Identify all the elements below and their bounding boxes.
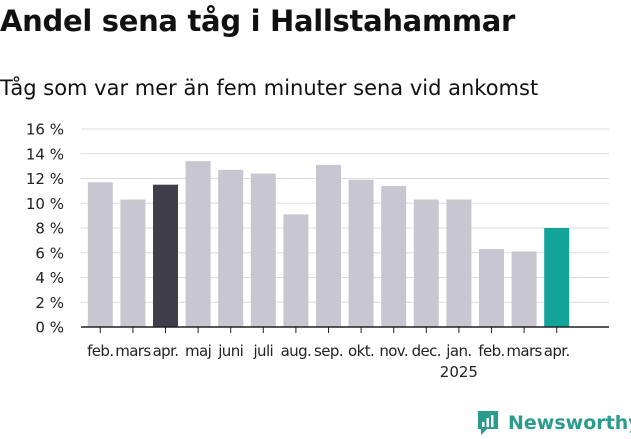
x-tick-label: apr. [544,342,570,360]
x-tick-label: mars [115,342,151,360]
bar [218,169,244,327]
x-tick-label: juni [217,342,243,360]
x-tick-label: mars [506,342,542,360]
x-tick-label: jan. [445,342,471,360]
brand-name: Newsworthy [508,412,631,434]
x-tick-label: feb. [87,342,113,360]
y-tick-label: 2 % [35,294,64,312]
y-tick-label: 10 % [26,195,64,213]
bar [316,164,341,327]
y-tick-label: 8 % [35,220,64,238]
x-tick-label: nov. [379,342,408,360]
bar [348,179,374,327]
bar [120,199,146,327]
bar [381,185,407,327]
bar [283,214,309,327]
x-tick-label: okt. [348,342,374,360]
chart-title: Andel sena tåg i Hallstahammar [0,4,516,38]
bar [413,199,439,327]
x-tick-label: feb. [478,342,504,360]
bar [250,173,276,327]
y-tick-label: 4 % [35,269,64,287]
y-tick-label: 14 % [26,145,64,163]
newsworthy-logo-icon [478,411,498,435]
x-tick-label: maj [185,342,211,360]
y-tick-label: 12 % [26,170,64,188]
bar [153,184,178,327]
x-tick-label: juli [252,342,273,360]
x-tick-label: aug. [281,342,312,360]
y-tick-label: 0 % [35,319,64,337]
bar [446,199,472,327]
x-year-label: 2025 [440,363,478,381]
x-tick-label: dec. [412,342,441,360]
x-tick-label: sep. [314,342,343,360]
bar [185,161,211,327]
newsworthy-brand: Newsworthy [476,408,631,438]
bar [87,182,113,327]
y-tick-label: 16 % [26,121,64,139]
bar [511,251,537,327]
y-tick-label: 6 % [35,244,64,262]
bar [544,228,570,327]
x-tick-label: apr. [153,342,179,360]
chart-subtitle: Tåg som var mer än fem minuter sena vid … [0,76,539,100]
bar [479,249,504,327]
